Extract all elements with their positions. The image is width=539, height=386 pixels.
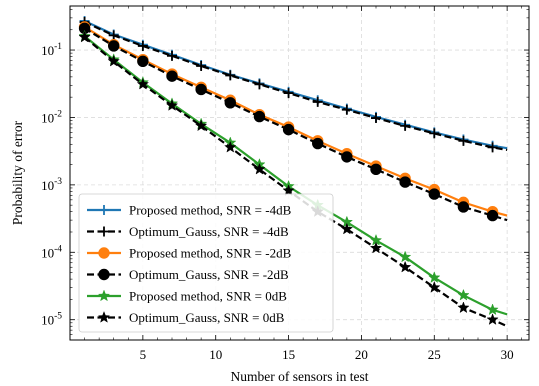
x-tick-label: 15: [282, 347, 295, 362]
y-tick-base: 10: [41, 245, 54, 260]
y-tick-exponent: -1: [54, 42, 62, 52]
data-point: [370, 163, 382, 176]
data-point: [428, 271, 441, 283]
data-point: [312, 137, 324, 150]
data-point: [283, 88, 294, 99]
data-point: [137, 55, 149, 68]
y-axis-label: Probability of error: [10, 120, 25, 225]
data-point: [107, 54, 120, 67]
y-tick-exponent: -3: [54, 177, 62, 187]
data-point: [165, 99, 179, 111]
data-point: [429, 128, 440, 139]
legend-marker: [97, 310, 111, 323]
data-point: [457, 288, 470, 301]
legend-marker: [99, 205, 109, 215]
series-line: [84, 27, 508, 222]
y-tick-exponent: -2: [54, 109, 62, 119]
data-point: [341, 104, 352, 115]
legend-entry-label: Proposed method, SNR = 0dB: [129, 289, 287, 304]
legend-entry-label: Optimum_Gauss, SNR = -2dB: [129, 267, 289, 282]
data-point: [457, 301, 470, 314]
data-point: [400, 120, 411, 131]
data-point: [78, 30, 91, 43]
legend-entry-label: Proposed method, SNR = -4dB: [129, 203, 292, 218]
plot-frame: [69, 5, 530, 341]
y-tick-label: 10-5: [41, 312, 62, 328]
series-4: [78, 22, 508, 222]
data-point: [225, 70, 236, 81]
data-point: [282, 123, 295, 136]
legend-marker: [98, 247, 110, 259]
x-tick-label: 5: [140, 347, 147, 362]
data-point: [224, 97, 236, 109]
data-point: [341, 151, 353, 163]
legend-entry-label: Proposed method, SNR = -2dB: [129, 246, 292, 261]
data-point: [253, 110, 266, 123]
data-point: [137, 40, 148, 51]
legend-box: [78, 193, 334, 333]
series-line: [83, 26, 508, 217]
y-tick-exponent: -5: [54, 312, 62, 322]
legend-marker: [98, 268, 110, 281]
data-point: [371, 113, 381, 124]
y-tick-exponent: -4: [54, 244, 62, 254]
data-point: [166, 70, 178, 82]
legend-entry-label: Optimum_Gauss, SNR = -4dB: [129, 224, 289, 239]
y-tick-base: 10: [41, 43, 54, 58]
x-tick-label: 25: [428, 347, 441, 362]
data-point: [398, 260, 412, 273]
data-point: [108, 40, 120, 52]
data-point: [108, 30, 119, 41]
x-tick-label: 20: [355, 347, 368, 362]
y-tick-label: 10-4: [41, 244, 62, 260]
data-point: [369, 241, 383, 254]
y-tick-label: 10-2: [41, 109, 62, 125]
x-tick-label: 10: [209, 347, 222, 362]
data-point: [195, 83, 207, 96]
data-point: [487, 142, 498, 153]
data-point: [457, 201, 470, 213]
y-tick-base: 10: [41, 313, 54, 328]
x-axis-label: Number of sensors in test: [231, 369, 369, 384]
data-point: [486, 303, 499, 316]
data-point: [486, 313, 499, 325]
legend-marker: [99, 226, 109, 237]
data-point: [254, 79, 265, 90]
data-point: [312, 96, 323, 107]
series-line: [84, 21, 508, 151]
y-tick-label: 10-3: [41, 177, 62, 193]
data-point: [224, 140, 237, 153]
data-point: [196, 60, 207, 71]
y-tick-label: 10-1: [41, 42, 62, 58]
data-point: [282, 184, 295, 196]
data-point: [167, 50, 177, 61]
data-point: [428, 281, 441, 293]
legend-entry-label: Optimum_Gauss, SNR = 0dB: [129, 310, 285, 325]
data-point: [253, 162, 266, 175]
data-point: [340, 222, 354, 235]
data-point: [486, 209, 499, 222]
data-point: [136, 77, 150, 90]
data-point: [458, 135, 469, 146]
data-point: [399, 176, 411, 188]
legend-marker: [97, 289, 111, 302]
data-point: [428, 188, 440, 200]
data-point: [398, 250, 412, 263]
y-tick-base: 10: [41, 178, 54, 193]
data-point: [194, 119, 208, 132]
legend: Proposed method, SNR = -4dB Optimum_Gauss…: [78, 193, 334, 333]
y-tick-base: 10: [41, 110, 54, 125]
series-2: [79, 17, 508, 153]
x-tick-label: 30: [501, 347, 514, 362]
